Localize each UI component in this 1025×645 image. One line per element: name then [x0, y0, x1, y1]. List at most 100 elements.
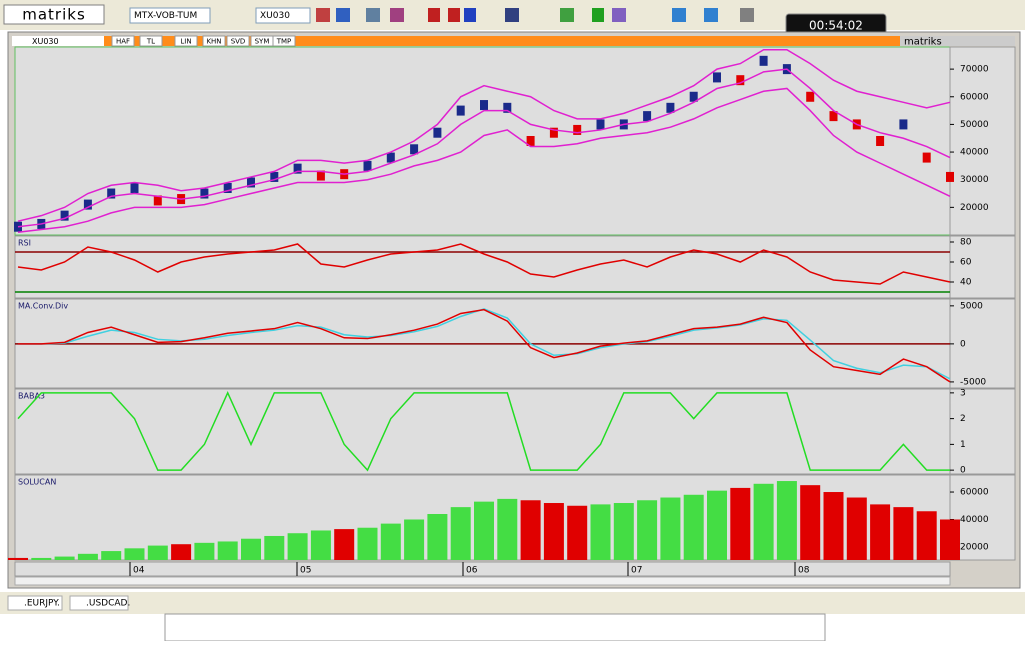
bar	[77, 553, 98, 560]
price-bar	[247, 177, 255, 188]
y-tick-label: 0	[960, 466, 966, 476]
price-bar	[503, 102, 512, 113]
x-tick-label: 08	[798, 566, 810, 576]
panel-title: RSI	[18, 239, 31, 248]
icon[interactable]	[560, 8, 574, 22]
icon[interactable]	[316, 8, 330, 22]
task-tab[interactable]	[7, 595, 63, 611]
axis-area	[949, 474, 1016, 561]
window-strip	[12, 36, 1015, 46]
axis-area	[949, 235, 1016, 299]
bar	[264, 535, 285, 560]
bar	[147, 545, 168, 560]
bar	[124, 548, 145, 560]
price-bar	[83, 199, 92, 210]
price-bar	[922, 152, 931, 163]
x-tick-label: 04	[133, 566, 145, 576]
symbol-text: XU030	[260, 11, 290, 21]
price-bar	[270, 171, 279, 182]
tab-button[interactable]	[202, 35, 226, 47]
price-bar	[480, 100, 488, 111]
y-tick-label: 20000	[960, 542, 989, 552]
bar	[8, 557, 28, 560]
bar	[497, 498, 518, 560]
bar	[660, 497, 681, 560]
price-bar	[596, 119, 605, 130]
tab-button[interactable]	[111, 35, 135, 47]
task-tab[interactable]	[69, 595, 129, 611]
bar	[567, 505, 588, 560]
bar	[474, 501, 494, 560]
tab-button[interactable]	[139, 35, 163, 47]
symbol-list[interactable]	[129, 7, 211, 24]
price-bar	[526, 136, 535, 146]
tab-button[interactable]	[226, 35, 250, 47]
icon[interactable]	[428, 8, 440, 22]
price-bar	[946, 171, 954, 182]
y-tick-label: 40000	[960, 515, 989, 525]
series-line	[17, 87, 951, 233]
icon[interactable]	[366, 8, 380, 22]
bar	[520, 500, 541, 560]
price-bar	[759, 55, 768, 66]
axis-area	[949, 46, 1016, 236]
series-line	[17, 49, 951, 222]
y-tick-label: 60000	[960, 92, 989, 102]
logo: matriks	[22, 6, 86, 24]
price-bar	[410, 144, 419, 155]
price-bar	[549, 127, 558, 138]
price-bar	[736, 75, 745, 86]
tab-button-label: TMP	[276, 38, 292, 46]
tab-button-label: SYM	[255, 38, 270, 46]
series-line	[17, 243, 951, 285]
price-bar	[386, 152, 395, 163]
icon[interactable]	[672, 8, 686, 22]
bar	[287, 533, 308, 560]
y-tick-label: 3	[960, 388, 966, 398]
bar	[683, 494, 704, 560]
icon[interactable]	[612, 8, 626, 22]
bar	[310, 530, 331, 560]
icon[interactable]	[505, 8, 519, 22]
x-tick-label: 07	[631, 566, 642, 576]
icon[interactable]	[740, 8, 754, 22]
bar	[194, 542, 215, 560]
price-bar	[60, 210, 69, 221]
tab-button-label: LIN	[180, 38, 191, 46]
icon[interactable]	[592, 8, 604, 22]
price-bar	[130, 183, 139, 193]
task-tab-label: .USDCAD.	[86, 599, 130, 609]
bar	[380, 523, 401, 560]
icon[interactable]	[704, 8, 718, 22]
price-bar	[316, 170, 325, 181]
y-tick-label: 30000	[960, 175, 989, 185]
icon[interactable]	[390, 8, 404, 22]
tab-button[interactable]	[272, 35, 296, 47]
icon[interactable]	[464, 8, 476, 22]
bar	[707, 490, 727, 560]
y-tick-label: 60000	[960, 488, 989, 498]
symbol-box[interactable]	[255, 7, 311, 24]
tab-button[interactable]	[174, 35, 198, 47]
price-bar	[666, 102, 675, 113]
clock: 00:54:02	[809, 19, 863, 33]
toolbar-icons	[316, 8, 754, 22]
y-tick-label: 0	[960, 339, 966, 349]
brand-box	[900, 36, 1015, 46]
bar	[916, 511, 937, 560]
bar	[54, 556, 75, 560]
bar	[357, 527, 378, 560]
tab-label: XU030	[32, 37, 59, 46]
icon[interactable]	[448, 8, 460, 22]
y-tick-label: 50000	[960, 120, 989, 130]
price-bar	[153, 195, 162, 206]
panel	[14, 235, 951, 299]
bar	[613, 503, 634, 560]
price-bar	[876, 136, 885, 146]
icon[interactable]	[336, 8, 350, 22]
series-line	[18, 308, 951, 383]
scrollbar[interactable]	[14, 576, 951, 586]
y-tick-label: 60	[960, 258, 972, 268]
tab-button-label: KHN	[206, 38, 221, 46]
bar	[846, 497, 867, 560]
